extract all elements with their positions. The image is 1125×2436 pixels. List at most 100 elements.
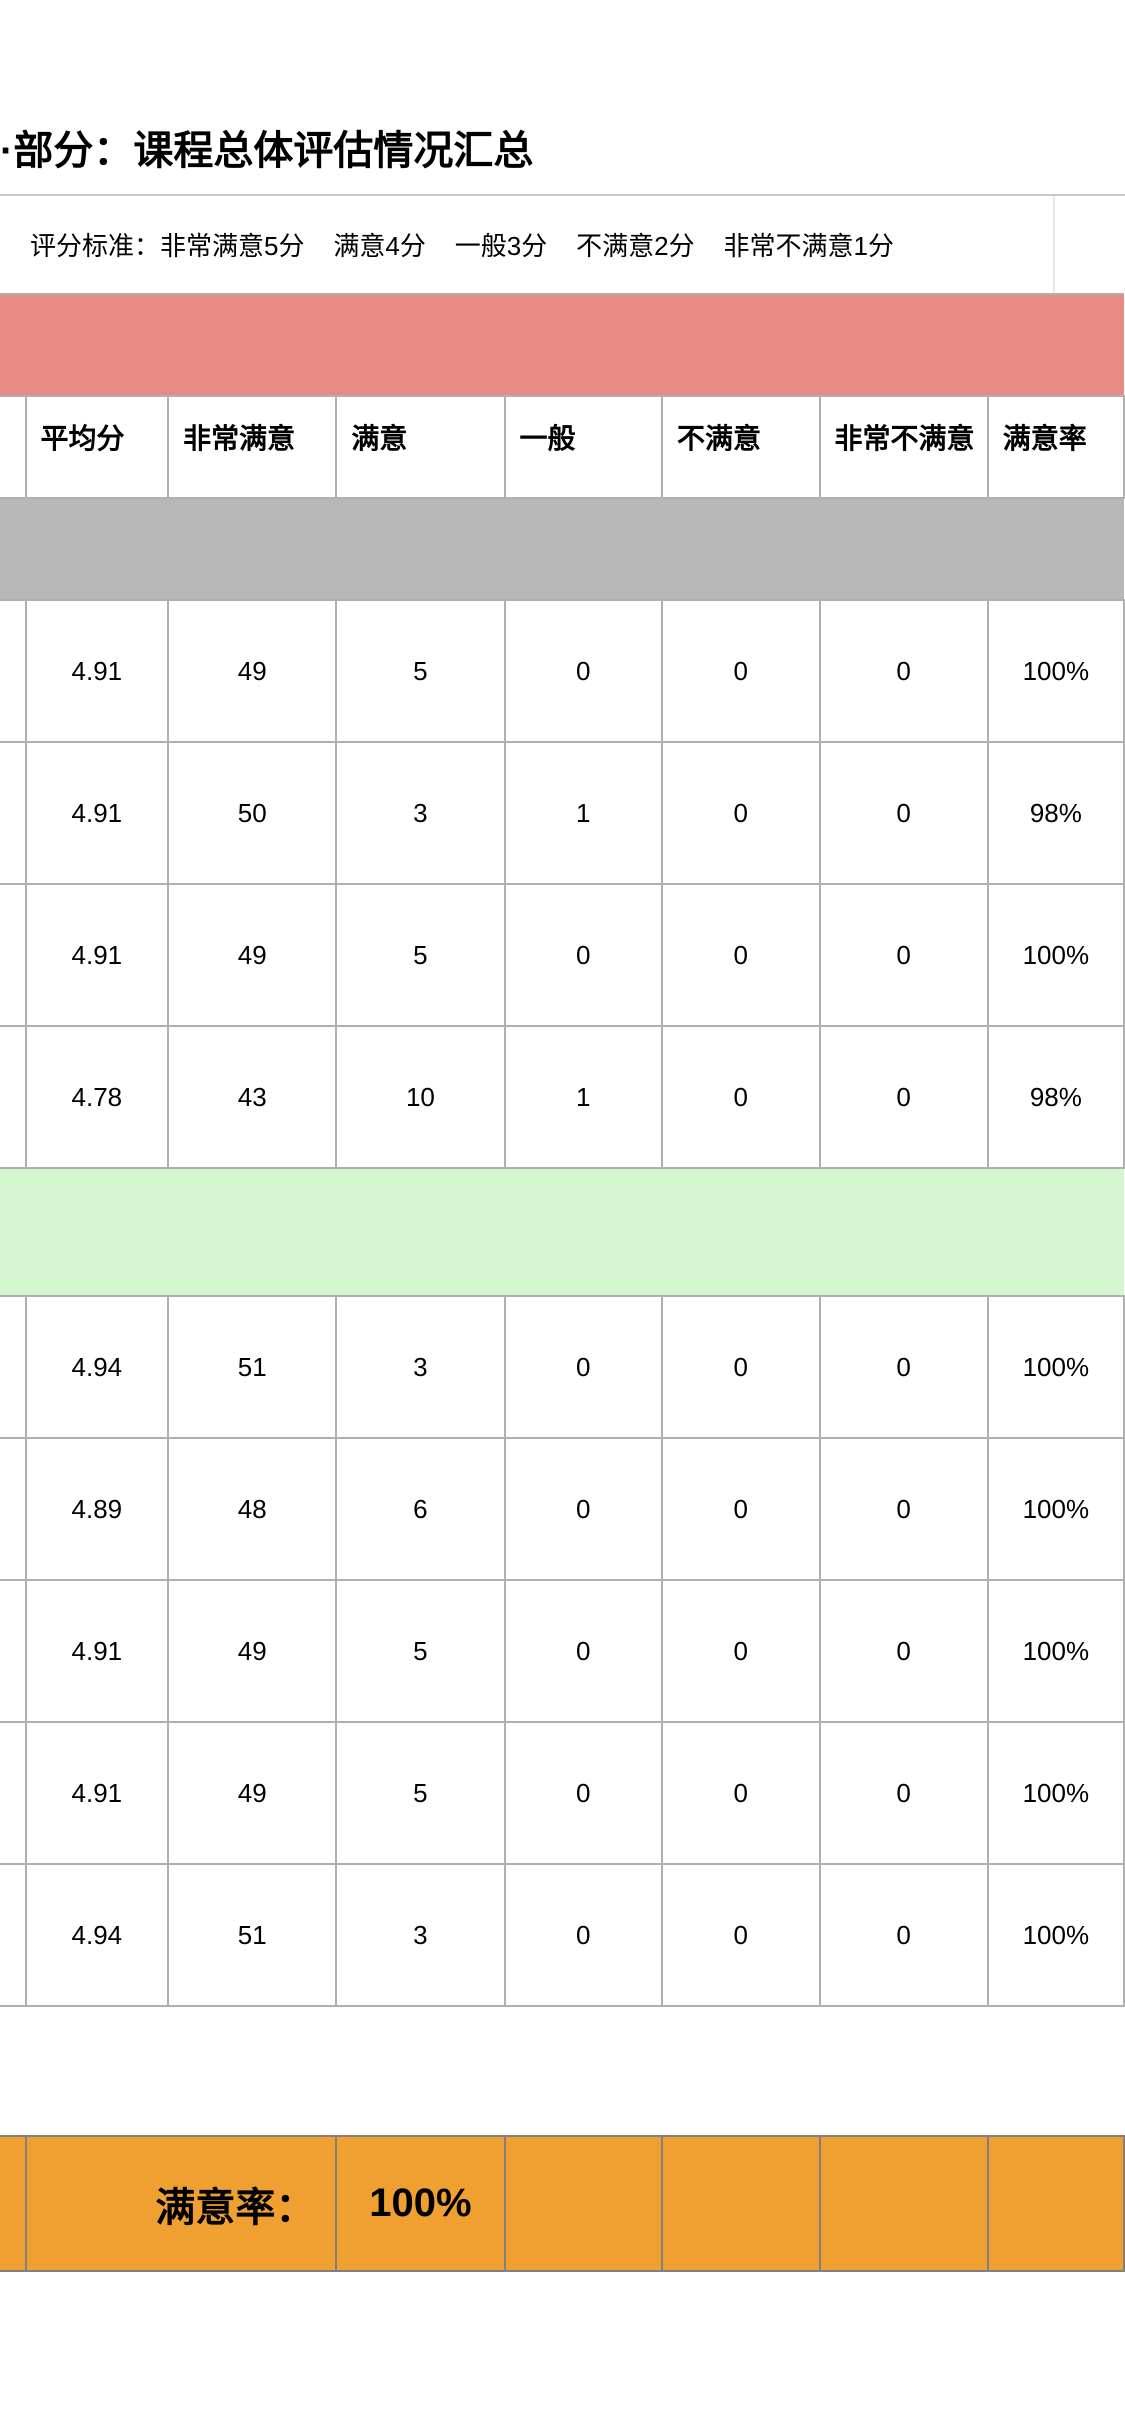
header-satisfied: 满意 [336, 396, 504, 498]
data-cell: 0 [820, 1864, 988, 2006]
data-cell: 0 [820, 884, 988, 1026]
data-cell: 0 [662, 1026, 820, 1168]
row-leading-cell [0, 600, 26, 742]
header-very-unsatisfied: 非常不满意 [820, 396, 988, 498]
data-cell: 0 [820, 1026, 988, 1168]
data-cell: 6 [336, 1438, 504, 1580]
footer-label: 满意率： [26, 2136, 337, 2271]
footer-empty-3 [820, 2136, 988, 2271]
data-cell: 50 [168, 742, 336, 884]
legend-item-2: 一般3分 [455, 226, 547, 263]
data-cell: 100% [988, 1438, 1124, 1580]
table-row: 4.91495000100% [0, 600, 1124, 742]
data-cell: 49 [168, 1722, 336, 1864]
banner-row-green [0, 1168, 1124, 1296]
data-cell: 4.91 [26, 742, 169, 884]
data-cell: 0 [662, 742, 820, 884]
row-leading-cell [0, 1580, 26, 1722]
data-cell: 4.91 [26, 600, 169, 742]
data-cell: 0 [505, 1722, 663, 1864]
data-cell: 51 [168, 1864, 336, 2006]
data-cell: 100% [988, 1296, 1124, 1438]
page-container: ·部分：课程总体评估情况汇总 评分标准：非常满意5分 满意4分 一般3分 不满意… [0, 0, 1125, 2272]
data-cell: 4.78 [26, 1026, 169, 1168]
data-cell: 3 [336, 1296, 504, 1438]
rating-legend: 评分标准：非常满意5分 满意4分 一般3分 不满意2分 非常不满意1分 [0, 196, 1125, 293]
data-cell: 43 [168, 1026, 336, 1168]
data-cell: 98% [988, 742, 1124, 884]
footer-empty-4 [988, 2136, 1124, 2271]
header-unsatisfied: 不满意 [662, 396, 820, 498]
data-cell: 4.91 [26, 1722, 169, 1864]
table-row: 4.91495000100% [0, 1580, 1124, 1722]
table-row: 4.94513000100% [0, 1864, 1124, 2006]
data-cell: 0 [505, 1580, 663, 1722]
data-cell: 5 [336, 1722, 504, 1864]
data-cell: 0 [820, 600, 988, 742]
data-cell: 0 [820, 1296, 988, 1438]
header-avg: 平均分 [26, 396, 169, 498]
data-cell: 0 [662, 1722, 820, 1864]
banner-row-red [0, 294, 1124, 396]
section-title: ·部分：课程总体评估情况汇总 [0, 100, 1125, 196]
spacer-cell [0, 2006, 1124, 2136]
data-cell: 0 [820, 1722, 988, 1864]
data-cell: 1 [505, 742, 663, 884]
data-cell: 51 [168, 1296, 336, 1438]
header-empty [0, 396, 26, 498]
header-rate: 满意率 [988, 396, 1124, 498]
banner-row-gray [0, 498, 1124, 600]
header-row: 平均分 非常满意 满意 一般 不满意 非常不满意 满意率 [0, 396, 1124, 498]
data-cell: 3 [336, 742, 504, 884]
legend-item-0: 非常满意5分 [160, 226, 304, 263]
data-cell: 100% [988, 1864, 1124, 2006]
data-cell: 100% [988, 1580, 1124, 1722]
row-leading-cell [0, 1026, 26, 1168]
row-leading-cell [0, 884, 26, 1026]
data-cell: 4.89 [26, 1438, 169, 1580]
data-cell: 4.91 [26, 884, 169, 1026]
data-cell: 0 [505, 884, 663, 1026]
data-cell: 0 [662, 1438, 820, 1580]
evaluation-table: 平均分 非常满意 满意 一般 不满意 非常不满意 满意率 4.914950001… [0, 293, 1125, 2272]
banner-gray [0, 498, 1124, 600]
data-cell: 49 [168, 884, 336, 1026]
data-cell: 0 [820, 742, 988, 884]
data-cell: 5 [336, 884, 504, 1026]
footer-empty-1 [505, 2136, 663, 2271]
data-cell: 5 [336, 600, 504, 742]
data-cell: 4.94 [26, 1296, 169, 1438]
legend-prefix: 评分标准： [30, 226, 160, 263]
banner-red [0, 294, 1124, 396]
footer-empty-0 [0, 2136, 26, 2271]
data-cell: 100% [988, 600, 1124, 742]
data-cell: 0 [662, 600, 820, 742]
data-cell: 0 [662, 884, 820, 1026]
row-leading-cell [0, 1438, 26, 1580]
header-very-satisfied: 非常满意 [168, 396, 336, 498]
legend-item-1: 满意4分 [333, 226, 425, 263]
data-cell: 0 [505, 1296, 663, 1438]
data-cell: 4.91 [26, 1580, 169, 1722]
data-cell: 100% [988, 884, 1124, 1026]
legend-item-4: 非常不满意1分 [724, 226, 894, 263]
data-cell: 3 [336, 1864, 504, 2006]
table-row: 4.91495000100% [0, 884, 1124, 1026]
spacer-row [0, 2006, 1124, 2136]
data-cell: 0 [820, 1438, 988, 1580]
row-leading-cell [0, 1864, 26, 2006]
table-row: 4.91495000100% [0, 1722, 1124, 1864]
header-neutral: 一般 [505, 396, 663, 498]
table-row: 4.78431010098% [0, 1026, 1124, 1168]
data-cell: 0 [505, 600, 663, 742]
data-cell: 0 [662, 1864, 820, 2006]
data-cell: 0 [662, 1296, 820, 1438]
legend-item-3: 不满意2分 [576, 226, 694, 263]
data-cell: 0 [662, 1580, 820, 1722]
data-cell: 0 [505, 1438, 663, 1580]
footer-row: 满意率： 100% [0, 2136, 1124, 2271]
data-cell: 1 [505, 1026, 663, 1168]
row-leading-cell [0, 1722, 26, 1864]
table-row: 4.94513000100% [0, 1296, 1124, 1438]
table-row: 4.9150310098% [0, 742, 1124, 884]
